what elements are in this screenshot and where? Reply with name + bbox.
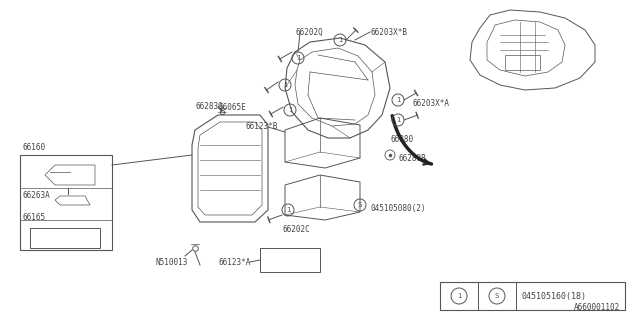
Text: S: S [358,202,362,208]
Text: 66080: 66080 [390,135,413,144]
Text: 66203X*B: 66203X*B [370,28,407,37]
Text: 66202C: 66202C [282,225,310,234]
Text: 66165: 66165 [22,213,45,222]
Text: 66160: 66160 [22,143,45,152]
Text: 66203X*A: 66203X*A [412,99,449,108]
Text: S: S [495,293,499,299]
Text: 1: 1 [396,97,400,103]
Text: 66123*A: 66123*A [218,258,250,267]
Text: 1: 1 [288,107,292,113]
Text: 1: 1 [338,37,342,43]
Text: 1: 1 [396,117,400,123]
Text: 66288B: 66288B [398,154,426,163]
Text: 1: 1 [457,293,461,299]
Text: 1: 1 [285,207,291,213]
Text: 66065E: 66065E [218,103,246,112]
Text: 1: 1 [296,55,300,61]
Text: 66123*B: 66123*B [245,122,277,131]
Text: 045105080(2): 045105080(2) [370,204,426,212]
Text: N510013: N510013 [155,258,188,267]
Text: 66202Q: 66202Q [295,28,323,37]
Text: 1: 1 [283,82,287,88]
Text: 66263A: 66263A [22,191,50,200]
Text: 66283Q: 66283Q [195,102,223,111]
Text: 045105160(18): 045105160(18) [522,292,587,300]
Text: A660001102: A660001102 [573,303,620,312]
